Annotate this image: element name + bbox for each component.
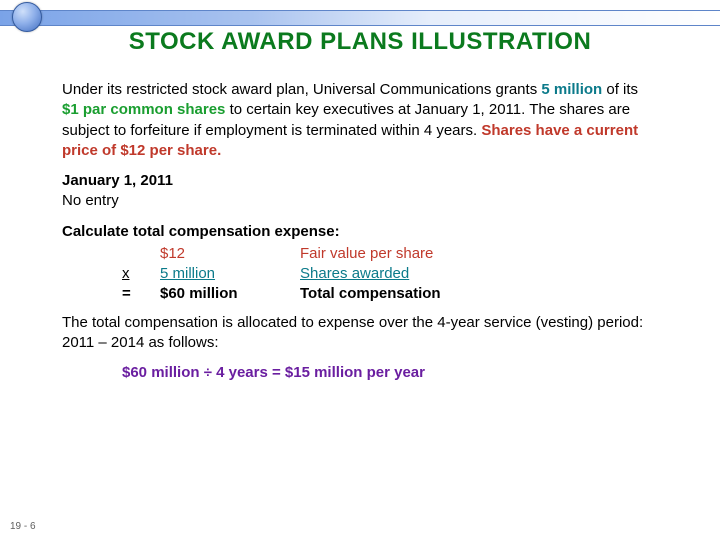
paragraph-grant: Under its restricted stock award plan, U…: [62, 80, 658, 161]
label: Total compensation: [300, 284, 451, 304]
date-heading: January 1, 2011: [62, 171, 658, 191]
value: $60 million: [160, 284, 300, 304]
text: Under its restricted stock award plan, U…: [62, 81, 541, 98]
label: Fair value per share: [300, 244, 451, 264]
shares-quantity: 5 million: [541, 81, 602, 98]
calc-table: $12 Fair value per share x 5 million Sha…: [122, 244, 451, 305]
op: x: [122, 264, 160, 284]
value: $12: [160, 244, 300, 264]
text: of its: [602, 81, 638, 98]
page-number: 19 - 6: [10, 521, 36, 532]
calc-row-total: = $60 million Total compensation: [122, 284, 451, 304]
no-entry: No entry: [62, 191, 658, 211]
slide-title: STOCK AWARD PLANS ILLUSTRATION: [0, 28, 720, 56]
slide: STOCK AWARD PLANS ILLUSTRATION Under its…: [0, 0, 720, 540]
calc-heading: Calculate total compensation expense:: [62, 222, 658, 242]
calc-row-fairvalue: $12 Fair value per share: [122, 244, 451, 264]
value: 5 million: [160, 264, 300, 284]
op: [122, 244, 160, 264]
per-year-calc: $60 million ÷ 4 years = $15 million per …: [122, 363, 658, 383]
top-bar: [0, 10, 720, 26]
allocation-text: The total compensation is allocated to e…: [62, 313, 658, 354]
label: Shares awarded: [300, 264, 451, 284]
slide-body: Under its restricted stock award plan, U…: [62, 80, 658, 393]
calc-row-shares: x 5 million Shares awarded: [122, 264, 451, 284]
par-shares: $1 par common shares: [62, 101, 225, 118]
date-label: January 1, 2011: [62, 172, 173, 189]
op: =: [122, 284, 160, 304]
